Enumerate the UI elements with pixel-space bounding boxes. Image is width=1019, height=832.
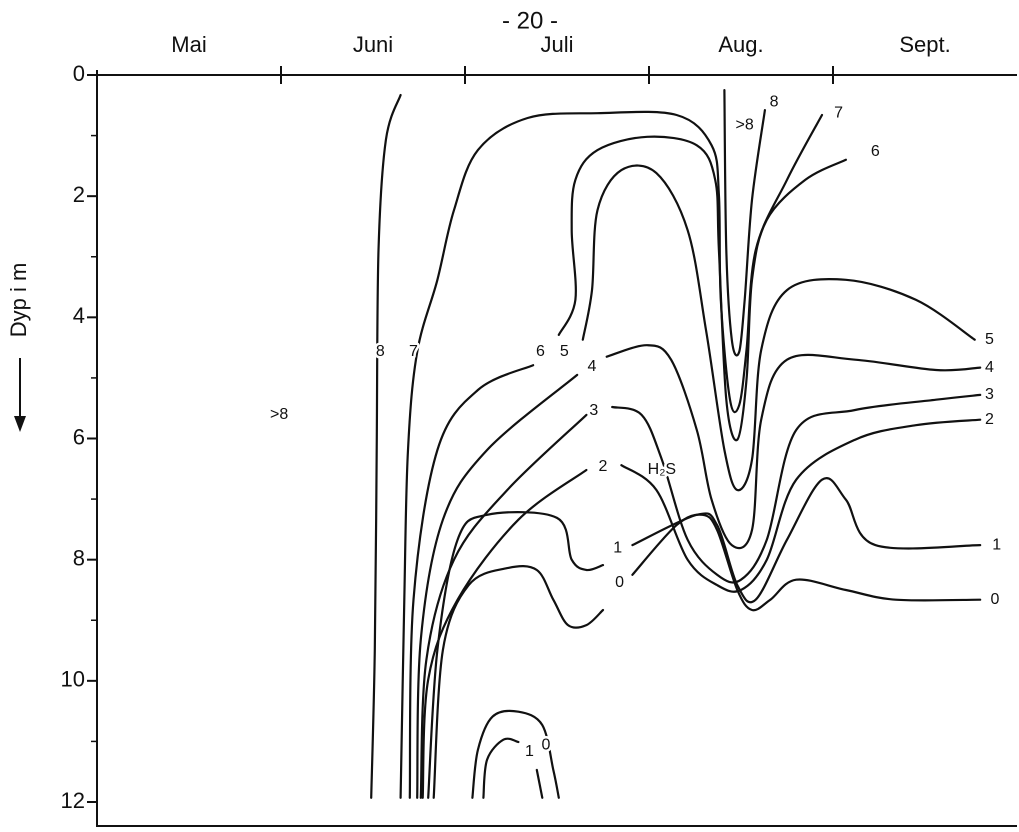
contour-label: H₂S: [648, 461, 676, 478]
contour-label: 3: [985, 386, 994, 403]
contour-label: >8: [736, 117, 754, 134]
contour-line: [419, 393, 982, 799]
contour-label: 2: [599, 458, 608, 475]
contour-label: 3: [589, 402, 598, 419]
y-tick-label: 4: [73, 303, 85, 328]
contour-label: 4: [588, 358, 597, 375]
y-tick-label: 6: [73, 424, 85, 449]
page-number: - 20 -: [502, 7, 558, 34]
contour-line: [581, 164, 976, 492]
contour-label: 8: [770, 93, 779, 110]
y-axis-title: Dyp i m: [6, 263, 31, 338]
contour-line: [370, 89, 766, 799]
y-tick-label: 2: [73, 182, 85, 207]
contour-label: 7: [409, 343, 418, 360]
contour-label: 6: [536, 343, 545, 360]
contour-label: 5: [560, 343, 569, 360]
month-label: Sept.: [899, 32, 950, 57]
contour-label: 0: [542, 736, 551, 753]
contour-label: 0: [615, 574, 624, 591]
contour-line: [399, 110, 824, 799]
contour-label: 8: [376, 343, 385, 360]
contour-line: [432, 513, 982, 799]
contour-line: [416, 344, 982, 799]
y-tick-label: 12: [61, 788, 85, 813]
y-tick-label: 0: [73, 61, 85, 86]
contour-label: 6: [871, 143, 880, 160]
depth-arrowhead: [14, 416, 26, 432]
contour-label: >8: [270, 406, 288, 423]
contour-label: 4: [985, 359, 994, 376]
contour-label: 2: [985, 411, 994, 428]
contour-line: [408, 135, 847, 799]
contour-line: [421, 418, 982, 799]
month-label: Aug.: [718, 32, 763, 57]
contour-label: 0: [990, 591, 999, 608]
contour-label: 7: [834, 104, 843, 121]
contour-label: 5: [985, 331, 994, 348]
contour-label: 1: [613, 539, 622, 556]
y-tick-label: 10: [61, 667, 85, 692]
contour-line: [427, 477, 982, 799]
contour-label: 1: [525, 743, 534, 760]
month-label: Juni: [353, 32, 393, 57]
month-label: Juli: [540, 32, 573, 57]
month-label: Mai: [171, 32, 206, 57]
contour-label: 1: [992, 536, 1001, 553]
y-tick-label: 8: [73, 545, 85, 570]
